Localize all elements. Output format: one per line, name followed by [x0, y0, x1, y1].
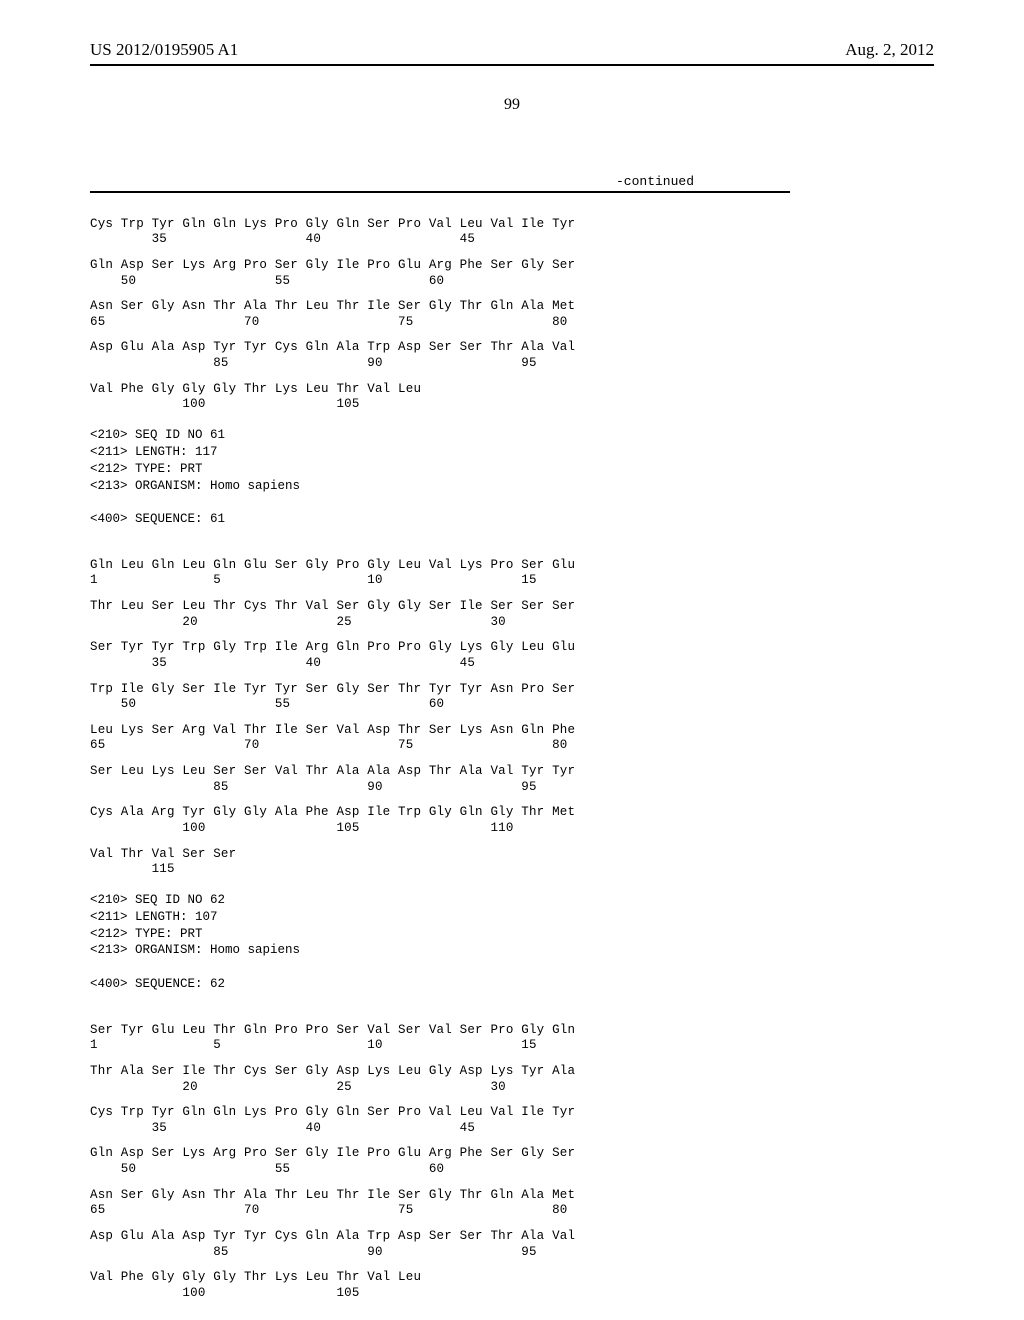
seq-row-num: 100 105 110: [90, 821, 514, 835]
seq-row-aa: Val Phe Gly Gly Gly Thr Lys Leu Thr Val …: [90, 382, 421, 396]
seq-row-aa: Val Phe Gly Gly Gly Thr Lys Leu Thr Val …: [90, 1270, 421, 1284]
sequence-61-body: Gln Leu Gln Leu Gln Glu Ser Gly Pro Gly …: [90, 542, 934, 878]
seq-row-num: 35 40 45: [90, 656, 475, 670]
meta-line: <210> SEQ ID NO 62: [90, 893, 225, 907]
seq-row-aa: Cys Trp Tyr Gln Gln Lys Pro Gly Gln Ser …: [90, 1105, 575, 1119]
sequence-62-body: Ser Tyr Glu Leu Thr Gln Pro Pro Ser Val …: [90, 1007, 934, 1301]
seq-row-num: 100 105: [90, 1286, 360, 1300]
seq-row-aa: Thr Ala Ser Ile Thr Cys Ser Gly Asp Lys …: [90, 1064, 575, 1078]
continued-label: -continued: [90, 174, 934, 189]
seq-row-aa: Ser Tyr Tyr Trp Gly Trp Ile Arg Gln Pro …: [90, 640, 575, 654]
seq-row-num: 65 70 75 80: [90, 1203, 567, 1217]
seq-row-num: 85 90 95: [90, 780, 537, 794]
seq-row-num: 1 5 10 15: [90, 573, 537, 587]
meta-line: <210> SEQ ID NO 61: [90, 428, 225, 442]
seq-row-aa: Asn Ser Gly Asn Thr Ala Thr Leu Thr Ile …: [90, 1188, 575, 1202]
sequence-top-rule: [90, 191, 790, 193]
seq-row-num: 35 40 45: [90, 1121, 475, 1135]
sequence-61-meta: <210> SEQ ID NO 61 <211> LENGTH: 117 <21…: [90, 427, 934, 528]
seq-row-aa: Asp Glu Ala Asp Tyr Tyr Cys Gln Ala Trp …: [90, 340, 575, 354]
seq-row-aa: Ser Leu Lys Leu Ser Ser Val Thr Ala Ala …: [90, 764, 575, 778]
seq-row-aa: Leu Lys Ser Arg Val Thr Ile Ser Val Asp …: [90, 723, 575, 737]
seq-row-num: 85 90 95: [90, 356, 537, 370]
seq-row-aa: Asp Glu Ala Asp Tyr Tyr Cys Gln Ala Trp …: [90, 1229, 575, 1243]
seq-row-num: 35 40 45: [90, 232, 475, 246]
seq-row-num: 20 25 30: [90, 615, 506, 629]
seq-row-num: 50 55 60: [90, 1162, 444, 1176]
meta-line: <400> SEQUENCE: 62: [90, 977, 225, 991]
publication-number: US 2012/0195905 A1: [90, 40, 238, 60]
meta-line: <212> TYPE: PRT: [90, 927, 203, 941]
seq-row-aa: Gln Leu Gln Leu Gln Glu Ser Gly Pro Gly …: [90, 558, 575, 572]
seq-row-num: 20 25 30: [90, 1080, 506, 1094]
seq-row-num: 65 70 75 80: [90, 315, 567, 329]
publication-date: Aug. 2, 2012: [845, 40, 934, 60]
seq-row-aa: Thr Leu Ser Leu Thr Cys Thr Val Ser Gly …: [90, 599, 575, 613]
page: US 2012/0195905 A1 Aug. 2, 2012 99 -cont…: [0, 0, 1024, 1320]
page-header: US 2012/0195905 A1 Aug. 2, 2012: [90, 40, 934, 64]
meta-line: <213> ORGANISM: Homo sapiens: [90, 943, 300, 957]
seq-row-num: 50 55 60: [90, 697, 444, 711]
meta-line: <213> ORGANISM: Homo sapiens: [90, 479, 300, 493]
seq-row-aa: Ser Tyr Glu Leu Thr Gln Pro Pro Ser Val …: [90, 1023, 575, 1037]
seq-row-num: 85 90 95: [90, 1245, 537, 1259]
seq-row-num: 50 55 60: [90, 274, 444, 288]
seq-row-aa: Val Thr Val Ser Ser: [90, 847, 236, 861]
seq-row-aa: Trp Ile Gly Ser Ile Tyr Tyr Ser Gly Ser …: [90, 682, 575, 696]
meta-line: <400> SEQUENCE: 61: [90, 512, 225, 526]
sequence-62-meta: <210> SEQ ID NO 62 <211> LENGTH: 107 <21…: [90, 892, 934, 993]
page-number: 99: [90, 96, 934, 114]
seq-row-aa: Asn Ser Gly Asn Thr Ala Thr Leu Thr Ile …: [90, 299, 575, 313]
sequence-60-tail: Cys Trp Tyr Gln Gln Lys Pro Gly Gln Ser …: [90, 201, 934, 413]
seq-row-aa: Cys Ala Arg Tyr Gly Gly Ala Phe Asp Ile …: [90, 805, 575, 819]
meta-line: <212> TYPE: PRT: [90, 462, 203, 476]
meta-line: <211> LENGTH: 117: [90, 445, 218, 459]
seq-row-num: 65 70 75 80: [90, 738, 567, 752]
seq-row-num: 1 5 10 15: [90, 1038, 537, 1052]
seq-row-num: 115: [90, 862, 175, 876]
meta-line: <211> LENGTH: 107: [90, 910, 218, 924]
seq-row-aa: Gln Asp Ser Lys Arg Pro Ser Gly Ile Pro …: [90, 258, 575, 272]
seq-row-num: 100 105: [90, 397, 360, 411]
header-rule: [90, 64, 934, 66]
seq-row-aa: Gln Asp Ser Lys Arg Pro Ser Gly Ile Pro …: [90, 1146, 575, 1160]
seq-row-aa: Cys Trp Tyr Gln Gln Lys Pro Gly Gln Ser …: [90, 217, 575, 231]
